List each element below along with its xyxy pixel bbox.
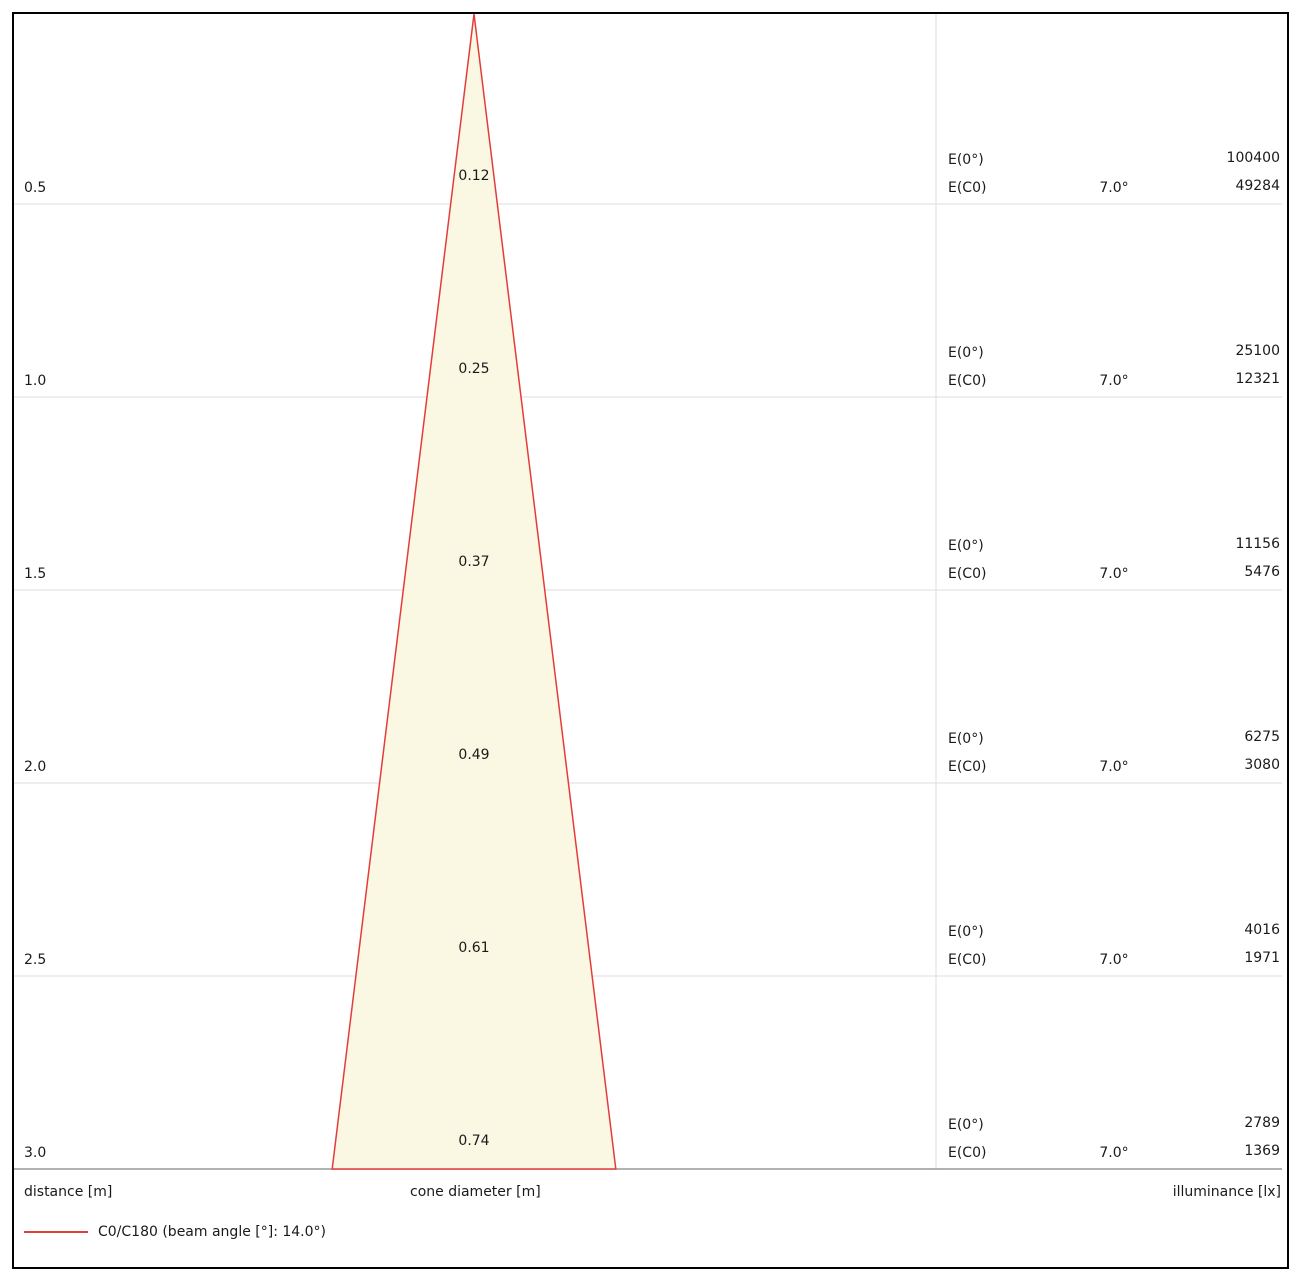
ec0-value: 49284 [1235,178,1280,194]
e0-label: E(0°) [948,345,984,361]
e0-value: 11156 [1235,536,1280,552]
ec0-label: E(C0) [948,1145,986,1161]
half-angle-label: 7.0° [1099,759,1128,775]
ec0-value: 1369 [1244,1143,1280,1159]
e0-value: 4016 [1244,922,1280,938]
distance-tick-label: 0.5 [24,180,46,196]
cone-diameter-label: 0.37 [458,554,489,570]
half-angle-label: 7.0° [1099,1145,1128,1161]
e0-label: E(0°) [948,731,984,747]
distance-tick-label: 2.0 [24,759,46,775]
cone-diameter-axis-label: cone diameter [m] [410,1184,541,1200]
half-angle-label: 7.0° [1099,180,1128,196]
e0-label: E(0°) [948,152,984,168]
ec0-label: E(C0) [948,952,986,968]
legend-line-swatch [24,1231,88,1233]
e0-label: E(0°) [948,1117,984,1133]
e0-value: 2789 [1244,1115,1280,1131]
cone-diameter-label: 0.25 [458,361,489,377]
half-angle-label: 7.0° [1099,952,1128,968]
distance-tick-label: 3.0 [24,1145,46,1161]
half-angle-label: 7.0° [1099,566,1128,582]
ec0-label: E(C0) [948,180,986,196]
illuminance-axis-label: illuminance [lx] [1172,1184,1281,1200]
e0-label: E(0°) [948,924,984,940]
distance-tick-label: 1.5 [24,566,46,582]
cone-diameter-label: 0.61 [458,940,489,956]
beam-cone [331,14,617,1170]
ec0-label: E(C0) [948,373,986,389]
ec0-value: 1971 [1244,950,1280,966]
ec0-value: 5476 [1244,564,1280,580]
legend-label: C0/C180 (beam angle [°]: 14.0°) [98,1224,326,1240]
e0-value: 6275 [1244,729,1280,745]
cone-diameter-label: 0.12 [458,168,489,184]
ec0-label: E(C0) [948,566,986,582]
cone-diameter-label: 0.74 [458,1133,489,1149]
e0-label: E(0°) [948,538,984,554]
cone-diameter-label: 0.49 [458,747,489,763]
distance-tick-label: 2.5 [24,952,46,968]
distance-tick-label: 1.0 [24,373,46,389]
ec0-value: 12321 [1235,371,1280,387]
e0-value: 25100 [1235,343,1280,359]
half-angle-label: 7.0° [1099,373,1128,389]
beam-cone-chart: 0.5 0.12 E(0°) E(C0) 7.0° 100400 49284 1.0 0.25 E… [14,14,1282,1170]
e0-value: 100400 [1227,150,1280,166]
legend: C0/C180 (beam angle [°]: 14.0°) [24,1222,326,1242]
ec0-value: 3080 [1244,757,1280,773]
chart-frame: 0.5 0.12 E(0°) E(C0) 7.0° 100400 49284 1.0 0.25 E… [12,12,1289,1269]
ec0-label: E(C0) [948,759,986,775]
distance-axis-label: distance [m] [24,1184,113,1200]
